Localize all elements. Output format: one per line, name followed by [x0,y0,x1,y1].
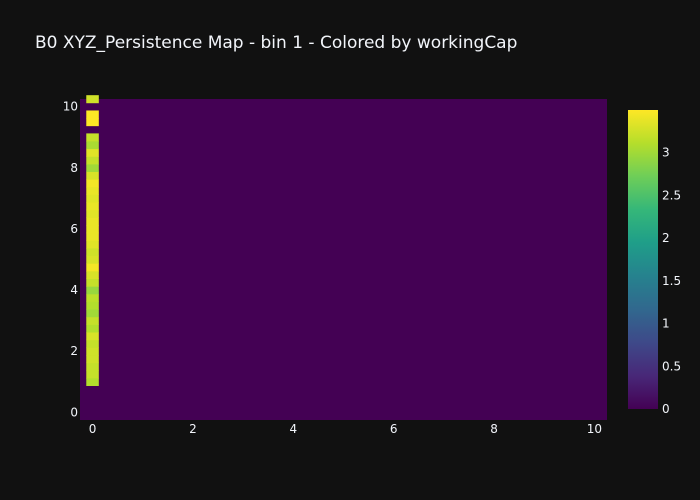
colorbar-tick-label: 0.5 [662,359,681,373]
heatmap-cell [86,209,99,218]
heatmap-cell [86,225,99,234]
heatmap-cell [86,370,99,379]
heatmap-cell [86,232,99,241]
heatmap-cell [86,278,99,287]
heatmap-cell [86,263,99,272]
colorbar-tick-label: 1.5 [662,274,681,288]
colorbar-tick-label: 2.5 [662,188,681,202]
heatmap-cell [86,255,99,264]
heatmap-cell [86,118,99,127]
heatmap-cell [86,355,99,364]
heatmap-cell [86,156,99,165]
heatmap-cell [86,362,99,371]
heatmap-cell [86,186,99,195]
colorbar-tick-label: 2 [662,231,670,245]
x-tick-label: 0 [89,422,97,436]
heatmap-cell [86,171,99,180]
heatmap-cell [86,301,99,310]
y-tick-label: 4 [70,283,78,297]
x-tick-label: 10 [587,422,602,436]
heatmap-background-cells [80,99,607,420]
heatmap-cell [86,339,99,348]
heatmap-cell [86,163,99,173]
chart-title: B0 XYZ_Persistence Map - bin 1 - Colored… [35,33,518,53]
colorbar-gradient [628,110,658,409]
plot-area [80,95,607,420]
heatmap-cell [86,316,99,325]
heatmap-cell [86,194,99,203]
y-tick-label: 0 [70,405,78,419]
y-tick-label: 10 [63,100,78,114]
colorbar-tick-label: 0 [662,402,670,416]
heatmap-cell [86,324,99,333]
colorbar-tick-label: 1 [662,317,670,331]
colorbar-tick-label: 3 [662,146,670,160]
heatmap-cell [86,110,99,119]
x-axis: 0 2 4 6 8 10 [89,422,602,436]
heatmap-cell [86,332,99,341]
heatmap-cell [86,95,99,104]
heatmap-cell [86,347,99,356]
heatmap-cell [86,148,99,157]
heatmap-cell [86,286,99,295]
x-tick-label: 6 [390,422,398,436]
y-tick-label: 6 [70,222,78,236]
heatmap-cell [86,240,99,249]
heatmap-cell [86,141,99,150]
heatmap-cell [86,270,99,280]
heatmap-cell [86,293,99,302]
heatmap-cell [86,133,99,142]
heatmap-cell [86,377,99,387]
heatmap-cell [86,309,99,318]
y-tick-label: 2 [70,344,78,358]
heatmap-cell [86,248,99,257]
x-tick-label: 2 [189,422,197,436]
y-axis: 0 2 4 6 8 10 [63,100,78,420]
y-tick-label: 8 [70,161,78,175]
colorbar: 0 0.5 1 1.5 2 2.5 3 [628,110,681,416]
heatmap-cell [86,217,99,226]
heatmap-cell [86,179,99,188]
x-tick-label: 8 [490,422,498,436]
x-tick-label: 4 [289,422,297,436]
heatmap-cell [86,202,99,211]
